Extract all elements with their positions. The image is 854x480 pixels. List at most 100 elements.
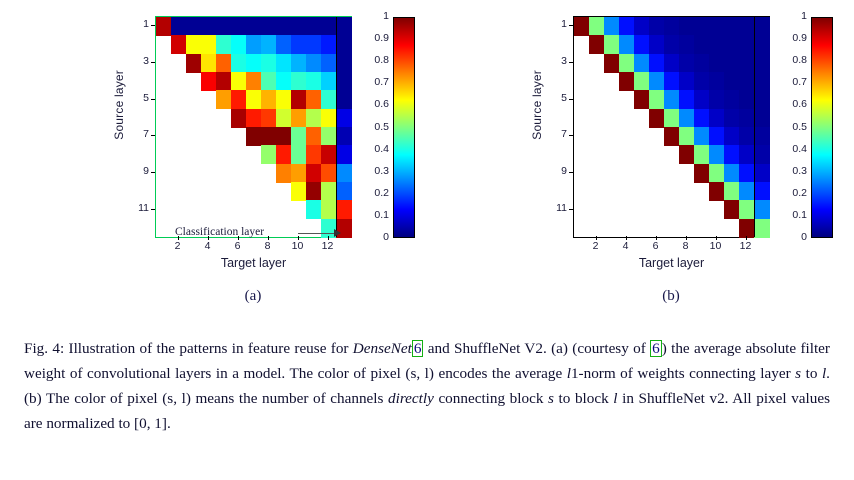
heatmap-cell xyxy=(754,90,770,110)
x-tick-mark xyxy=(745,236,747,240)
heatmap-cell xyxy=(216,17,232,36)
heatmap-cell xyxy=(709,182,725,201)
caption-seg-3: ) the average absolute filter weight of … xyxy=(24,340,830,382)
classification-layer-annotation: Classification layer xyxy=(175,226,265,238)
y-tick-label: 11 xyxy=(138,201,149,214)
heatmap-cell xyxy=(171,17,187,36)
heatmap-cell xyxy=(634,53,650,73)
heatmap-cell xyxy=(216,90,232,110)
y-tick-label: 5 xyxy=(143,91,149,104)
heatmap-cell xyxy=(336,53,352,73)
caption-seg-5: to xyxy=(801,365,822,382)
heatmap-cell xyxy=(291,127,307,146)
heatmap-cell xyxy=(291,35,307,55)
figure-caption: Fig. 4: Illustration of the patterns in … xyxy=(24,336,830,436)
citation-6-a[interactable]: 6 xyxy=(411,340,424,357)
heatmap-cell xyxy=(724,163,740,183)
x-tick-label: 8 xyxy=(682,240,689,252)
annotation-arrow-head xyxy=(334,229,341,237)
heatmap-cell xyxy=(336,145,352,165)
heatmap-cell xyxy=(739,17,755,36)
y-tick-label: 7 xyxy=(561,128,567,141)
heatmap-cell xyxy=(321,108,337,128)
heatmap-cell xyxy=(306,53,322,73)
heatmap-cell xyxy=(664,108,680,128)
x-tick-label: 6 xyxy=(234,240,241,252)
y-tick-mark xyxy=(569,135,573,137)
heatmap-cell xyxy=(619,35,635,55)
heatmap-cell xyxy=(336,108,352,128)
heatmap-cell xyxy=(231,108,247,128)
heatmap-cell xyxy=(739,72,755,91)
heatmap-cell xyxy=(246,127,262,146)
caption-label: Fig. 4: xyxy=(24,340,65,357)
heatmap-cell xyxy=(291,163,307,183)
caption-seg-7: connecting block xyxy=(433,390,549,407)
x-tick-mark xyxy=(237,236,239,240)
y-tick-mark xyxy=(151,208,155,210)
heatmap-cell xyxy=(739,218,755,238)
heatmap-cell xyxy=(679,72,695,91)
panel-a-ylabel: Source layer xyxy=(112,70,126,140)
heatmap-cell xyxy=(321,72,337,91)
y-tick-label: 1 xyxy=(143,18,149,31)
x-tick-label: 2 xyxy=(174,240,181,252)
heatmap-cell xyxy=(261,108,277,128)
citation-6-b[interactable]: 6 xyxy=(650,340,662,357)
y-tick-mark xyxy=(151,135,155,137)
heatmap-cell xyxy=(261,72,277,91)
heatmap-cell xyxy=(321,127,337,146)
y-tick-mark xyxy=(569,61,573,63)
heatmap-cell xyxy=(709,163,725,183)
caption-seg-4: 1-norm of weights connecting layer xyxy=(570,365,796,382)
heatmap-cell xyxy=(649,17,665,36)
heatmap-cell xyxy=(276,53,292,73)
heatmap-cell xyxy=(694,90,710,110)
heatmap-cell xyxy=(709,53,725,73)
heatmap-cell xyxy=(306,108,322,128)
heatmap-cell xyxy=(724,17,740,36)
heatmap-cell xyxy=(664,72,680,91)
heatmap-cell xyxy=(604,17,620,36)
heatmap-cell xyxy=(306,163,322,183)
heatmap-cell xyxy=(321,218,337,238)
annotation-arrow-line xyxy=(298,233,335,234)
classification-column-divider xyxy=(754,17,755,237)
heatmap-cell xyxy=(321,145,337,165)
colorbar-tick-label: 0.9 xyxy=(792,32,807,45)
heatmap-cell xyxy=(739,145,755,165)
heatmap-cell xyxy=(679,127,695,146)
x-tick-mark xyxy=(207,236,209,240)
heatmap-cell xyxy=(649,35,665,55)
heatmap-cell xyxy=(291,17,307,36)
heatmap-cell xyxy=(306,182,322,201)
heatmap-cell xyxy=(754,200,770,220)
heatmap-cell xyxy=(589,35,605,55)
x-tick-mark xyxy=(625,236,627,240)
heatmap-cell xyxy=(709,108,725,128)
heatmap-cell xyxy=(709,72,725,91)
y-tick-label: 1 xyxy=(561,18,567,31)
colorbar-tick-label: 1 xyxy=(383,10,389,22)
heatmap-cell xyxy=(634,35,650,55)
heatmap-cell xyxy=(231,17,247,36)
heatmap-cell xyxy=(336,90,352,110)
heatmap-cell xyxy=(171,35,187,55)
x-tick-mark xyxy=(685,236,687,240)
x-tick-mark xyxy=(595,236,597,240)
caption-em-l-2: l xyxy=(821,365,827,382)
colorbar-tick-label: 0.6 xyxy=(374,98,389,111)
heatmap-cell xyxy=(739,53,755,73)
heatmap-cell xyxy=(291,53,307,73)
x-tick-label: 6 xyxy=(652,240,659,252)
heatmap-cell xyxy=(186,35,202,55)
caption-em-s-1: s xyxy=(795,365,802,382)
heatmap-cell xyxy=(306,145,322,165)
caption-seg-2: and ShuffleNet V2. (a) (courtesy of xyxy=(423,340,651,357)
heatmap-cell xyxy=(739,35,755,55)
caption-em-s-2: s xyxy=(548,390,554,407)
heatmap-cell xyxy=(201,35,217,55)
heatmap-cell xyxy=(649,72,665,91)
heatmap-cell xyxy=(619,53,635,73)
heatmap-cell xyxy=(724,145,740,165)
